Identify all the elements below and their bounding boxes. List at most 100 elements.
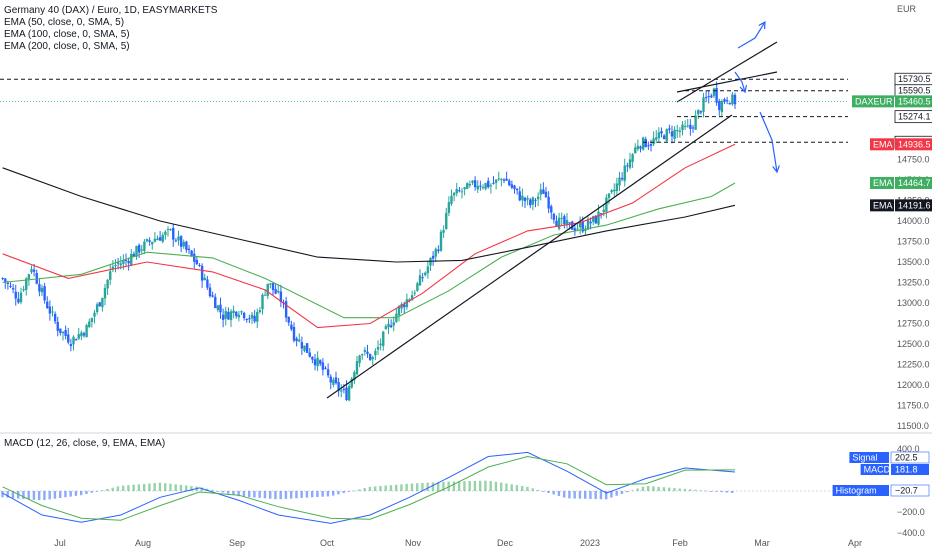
- candle-body: [135, 245, 138, 257]
- candle-body: [11, 288, 15, 290]
- candle-body: [484, 182, 487, 189]
- candle-body: [536, 196, 540, 200]
- candle-body: [195, 259, 199, 265]
- candle-body: [563, 216, 566, 225]
- candle-body: [662, 135, 666, 140]
- histogram-bar: [394, 484, 398, 491]
- macd-y-tick-label: −200.0: [897, 507, 925, 517]
- histogram-bar: [274, 491, 277, 500]
- candle-body: [156, 238, 159, 241]
- histogram-bar: [358, 489, 361, 491]
- candle-body: [623, 165, 626, 181]
- candle-body: [702, 97, 705, 112]
- macd-label-tag: [849, 452, 889, 463]
- y-tick-label: 13500.0: [897, 257, 930, 267]
- histogram-bar: [216, 491, 219, 492]
- candle-body: [266, 283, 269, 296]
- candle-body: [602, 209, 605, 213]
- candle-body: [628, 159, 632, 168]
- candle-body: [683, 126, 687, 128]
- candle-body: [607, 193, 611, 198]
- y-tick-label: 12750.0: [897, 318, 930, 328]
- candle-body: [4, 278, 7, 283]
- candle-body: [185, 241, 188, 250]
- y-tick-label: 13000.0: [897, 298, 930, 308]
- candle-body: [597, 211, 600, 225]
- candle-body: [326, 369, 330, 376]
- candle-body: [615, 183, 619, 192]
- candle-body: [137, 245, 141, 253]
- candle-body: [473, 180, 477, 188]
- candle-body: [555, 220, 558, 227]
- candle-body: [463, 187, 466, 190]
- candle-body: [592, 216, 595, 222]
- candle-body: [384, 326, 388, 330]
- candle-body: [116, 262, 120, 264]
- y-tick-label: 13750.0: [897, 237, 930, 247]
- histogram-bar: [620, 491, 624, 494]
- candle-body: [203, 277, 206, 281]
- candle-body: [319, 360, 322, 364]
- candle-body: [421, 277, 424, 279]
- x-tick-label: Sep: [229, 538, 245, 548]
- candle-body: [124, 260, 128, 262]
- histogram-bar: [709, 491, 713, 492]
- candle-body: [460, 191, 464, 193]
- candle-body: [95, 304, 99, 313]
- candle-body: [618, 177, 621, 186]
- histogram-bar: [300, 491, 303, 498]
- price-label-text: 15460.5: [898, 96, 931, 106]
- histogram-bar: [526, 486, 529, 491]
- candle-body: [190, 250, 193, 256]
- candle-body: [725, 100, 729, 102]
- candle-body: [298, 339, 301, 342]
- histogram-bar: [90, 491, 93, 493]
- price-pane[interactable]: [0, 20, 932, 434]
- candle-body: [704, 97, 708, 99]
- macd-value-text: 202.5: [895, 453, 918, 463]
- candle-body: [269, 283, 272, 285]
- candle-body: [53, 313, 57, 322]
- histogram-bar: [200, 487, 204, 491]
- candle-body: [489, 185, 493, 187]
- histogram-bar: [578, 491, 582, 499]
- time-axis[interactable]: Jul Aug Sep Oct Nov Dec 2023 Feb Mar Apr: [54, 538, 862, 548]
- candle-body: [193, 253, 196, 262]
- histogram-bar: [484, 480, 487, 491]
- histogram-bar: [6, 491, 9, 498]
- candle-body: [169, 229, 172, 231]
- candle-body: [284, 301, 288, 318]
- price-label-text: EMA: [873, 139, 893, 149]
- ema200-line: [2, 167, 736, 263]
- histogram-bar: [405, 483, 408, 491]
- price-axis[interactable]: 15500.015250.014750.014500.014250.014000…: [832, 72, 932, 538]
- price-label-text: 14936.5: [898, 139, 931, 149]
- candle-body: [345, 387, 348, 401]
- candle-body: [46, 301, 49, 308]
- macd-value-box: [891, 464, 929, 475]
- histogram-bar: [379, 485, 382, 491]
- candle-body: [250, 314, 254, 319]
- price-label-box: [895, 199, 932, 212]
- candle-body: [728, 102, 731, 105]
- histogram-bar: [22, 491, 25, 499]
- candle-body: [534, 199, 537, 201]
- macd-label-tag: [832, 485, 889, 496]
- x-tick-label: 2023: [580, 538, 600, 548]
- y-tick-label: 12000.0: [897, 380, 930, 390]
- candle-body: [292, 326, 296, 341]
- histogram-bar: [310, 491, 314, 498]
- candle-body: [733, 94, 737, 105]
- histogram-bar: [457, 481, 461, 491]
- candle-body: [256, 311, 259, 322]
- histogram-bar: [589, 491, 592, 499]
- histogram-bar: [37, 491, 41, 501]
- candle-body: [487, 180, 490, 188]
- macd-pane[interactable]: [0, 451, 848, 524]
- histogram-bar: [27, 491, 30, 500]
- candle-body: [439, 231, 443, 251]
- candle-body: [550, 206, 553, 213]
- histogram-bar: [289, 491, 293, 499]
- candle-body: [347, 386, 351, 401]
